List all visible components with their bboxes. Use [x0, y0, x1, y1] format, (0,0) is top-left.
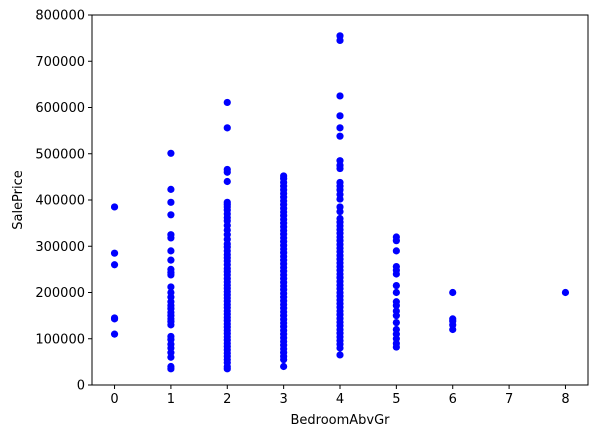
data-point [223, 168, 231, 176]
data-point [336, 207, 344, 216]
data-point [392, 343, 400, 351]
data-point [167, 321, 175, 329]
data-point [167, 365, 175, 373]
data-point [449, 325, 457, 334]
x-tick-label: 8 [561, 392, 569, 407]
data-point [336, 92, 344, 100]
data-point [167, 271, 175, 279]
data-point [110, 203, 119, 211]
y-tick-label: 100000 [35, 332, 85, 347]
x-tick-label: 6 [449, 392, 457, 407]
data-point [110, 315, 119, 323]
y-tick-label: 400000 [35, 194, 85, 209]
data-point [336, 124, 344, 132]
data-point [167, 353, 175, 361]
data-point [167, 234, 175, 242]
x-tick-label: 1 [167, 392, 175, 407]
data-point [167, 198, 175, 206]
plot-border [91, 14, 589, 386]
data-point [392, 237, 400, 245]
y-tick-label: 600000 [35, 101, 85, 116]
data-point [223, 98, 231, 107]
data-point [110, 330, 119, 338]
data-point [449, 288, 457, 297]
data-point [167, 256, 175, 264]
x-axis-label: BedroomAbvGr [290, 413, 390, 428]
x-tick-label: 4 [336, 392, 344, 407]
data-point [392, 270, 400, 278]
data-point [280, 362, 288, 371]
data-point [392, 281, 400, 290]
data-point [392, 312, 400, 320]
data-point [167, 185, 175, 193]
x-tick-label: 7 [505, 392, 513, 407]
data-point [392, 318, 400, 327]
axis-ticks: 0 1 2 3 4 5 6 7 8 0 100000 200000 300000 400000 500000… [35, 9, 569, 408]
data-points [110, 32, 570, 373]
data-point [392, 301, 400, 310]
data-point [336, 344, 344, 352]
data-point [336, 36, 344, 45]
data-point [336, 132, 344, 140]
data-point [223, 177, 231, 186]
y-tick-label: 0 [77, 379, 85, 394]
data-point [336, 195, 344, 203]
x-tick-label: 3 [279, 392, 287, 407]
data-point [223, 124, 231, 132]
x-tick-label: 5 [392, 392, 400, 407]
y-tick-label: 700000 [35, 55, 85, 70]
y-axis-label: SalePrice [11, 170, 26, 230]
y-tick-label: 800000 [35, 9, 85, 24]
data-point [336, 112, 344, 120]
data-point [392, 247, 400, 255]
data-point [167, 211, 175, 219]
data-point [110, 249, 119, 257]
data-point [167, 149, 175, 157]
x-tick-label: 0 [110, 392, 118, 407]
data-point [167, 283, 175, 291]
data-point [392, 288, 400, 297]
data-point [336, 164, 344, 173]
data-point [223, 365, 231, 373]
data-point [167, 247, 175, 255]
y-tick-label: 500000 [35, 147, 85, 162]
y-tick-label: 300000 [35, 240, 85, 255]
x-tick-label: 2 [223, 392, 231, 407]
data-point [561, 288, 570, 297]
data-point [280, 355, 288, 364]
data-point [336, 351, 344, 359]
data-point [110, 261, 119, 269]
y-tick-label: 200000 [35, 286, 85, 301]
